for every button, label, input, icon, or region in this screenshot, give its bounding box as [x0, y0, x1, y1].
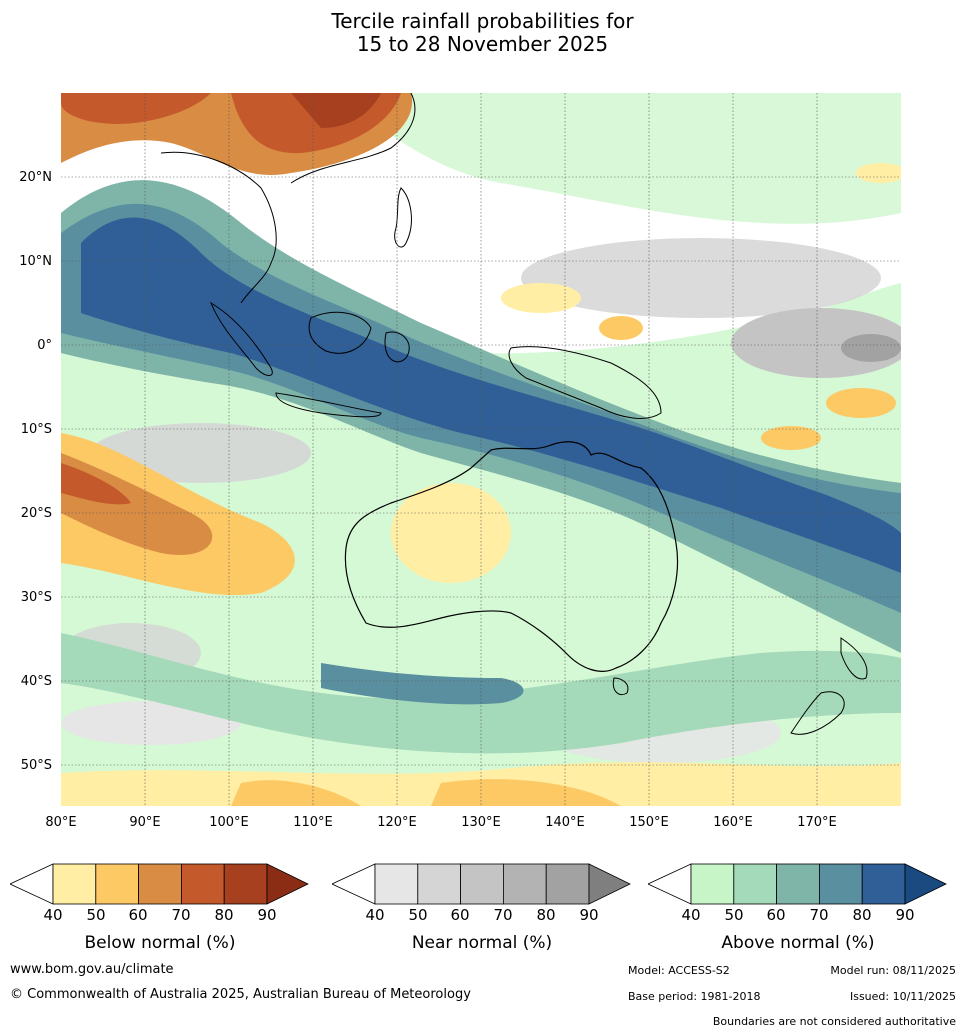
colorbar-segment [374, 863, 419, 905]
colorbar-tick: 50 [724, 906, 744, 924]
title-line-1: Tercile rainfall probabilities for [331, 9, 634, 33]
lat-label: 10°N [19, 254, 52, 269]
colorbar-segment [690, 863, 735, 905]
asia-outline [160, 93, 416, 304]
colorbar-segment [95, 863, 140, 905]
colorbar-below [10, 863, 309, 905]
colorbar-tick: 80 [852, 906, 872, 924]
colorbar-segment [861, 863, 906, 905]
colorbar-above [648, 863, 947, 905]
colorbar-tick: 70 [493, 906, 513, 924]
above-normal-south [61, 633, 901, 754]
colorbar-tick: 40 [43, 906, 63, 924]
colorbar-segment [52, 863, 97, 905]
colorbar-extension-low [332, 863, 376, 905]
website-link[interactable]: www.bom.gov.au/climate [10, 962, 174, 977]
colorbar-tick: 80 [214, 906, 234, 924]
colorbar-label-above: Above normal (%) [721, 933, 875, 953]
colorbar-segment [138, 863, 182, 905]
colorbar-segment [545, 863, 590, 905]
lon-label: 90°E [129, 815, 161, 830]
colorbar-tick: 60 [128, 906, 148, 924]
colorbar-tick: 60 [766, 906, 786, 924]
colorbar-segment [776, 863, 820, 905]
colorbar-tick: 70 [809, 906, 829, 924]
lon-label: 160°E [713, 815, 753, 830]
lon-label: 110°E [293, 815, 333, 830]
colorbar-segment [460, 863, 504, 905]
colorbar-tick: 80 [536, 906, 556, 924]
colorbar-tick: 40 [681, 906, 701, 924]
lon-label: 150°E [629, 815, 669, 830]
colorbar-tick: 50 [408, 906, 428, 924]
lon-label: 100°E [209, 815, 249, 830]
colorbar-segment [180, 863, 225, 905]
new-guinea-outline [508, 346, 662, 419]
colorbar-extension-low [10, 863, 54, 905]
colorbar-segment [502, 863, 547, 905]
colorbar-near [332, 863, 631, 905]
australia-outline [344, 441, 679, 672]
issued-text: Issued: 10/11/2025 [849, 990, 956, 1003]
title-line-2: 15 to 28 November 2025 [356, 32, 609, 56]
lon-label: 120°E [377, 815, 417, 830]
lon-label: 140°E [545, 815, 585, 830]
lon-label: 130°E [461, 815, 501, 830]
colorbar-label-near: Near normal (%) [411, 933, 553, 953]
colorbar-segment [417, 863, 462, 905]
colorbar-tick: 70 [171, 906, 191, 924]
colorbar-tick: 90 [257, 906, 277, 924]
colorbar-tick: 60 [450, 906, 470, 924]
colorbar-segment [818, 863, 863, 905]
new-zealand-outline [790, 637, 868, 735]
probability-map [61, 93, 901, 806]
model-run-text: Model run: 08/11/2025 [830, 964, 956, 977]
colorbar-segment [733, 863, 778, 905]
colorbar-tick: 90 [895, 906, 915, 924]
lat-label: 30°S [20, 590, 52, 605]
colorbar-tick: 90 [579, 906, 599, 924]
lon-label: 80°E [45, 815, 77, 830]
colorbar-extension-high [904, 863, 947, 905]
lat-label: 10°S [20, 422, 52, 437]
colorbar-tick: 40 [365, 906, 385, 924]
colorbar-segment [223, 863, 268, 905]
map-title: Tercile rainfall probabilities for 15 to… [0, 10, 965, 56]
lat-label: 20°S [20, 506, 52, 521]
copyright-text: © Commonwealth of Australia 2025, Austra… [10, 987, 471, 1002]
lat-label: 50°S [20, 758, 52, 773]
base-period-text: Base period: 1981-2018 [628, 990, 761, 1003]
colorbar-extension-high [588, 863, 631, 905]
colorbar-tick: 50 [86, 906, 106, 924]
colorbar-extension-high [266, 863, 309, 905]
colorbar-label-below: Below normal (%) [84, 933, 236, 953]
model-text: Model: ACCESS-S2 [628, 964, 730, 977]
disclaimer-text: Boundaries are not considered authoritat… [712, 1015, 956, 1028]
graticule [61, 93, 901, 806]
lon-label: 170°E [797, 815, 837, 830]
map-canvas [61, 93, 901, 806]
lat-label: 20°N [19, 170, 52, 185]
lat-label: 0° [37, 338, 52, 353]
colorbar-extension-low [648, 863, 692, 905]
lat-label: 40°S [20, 674, 52, 689]
